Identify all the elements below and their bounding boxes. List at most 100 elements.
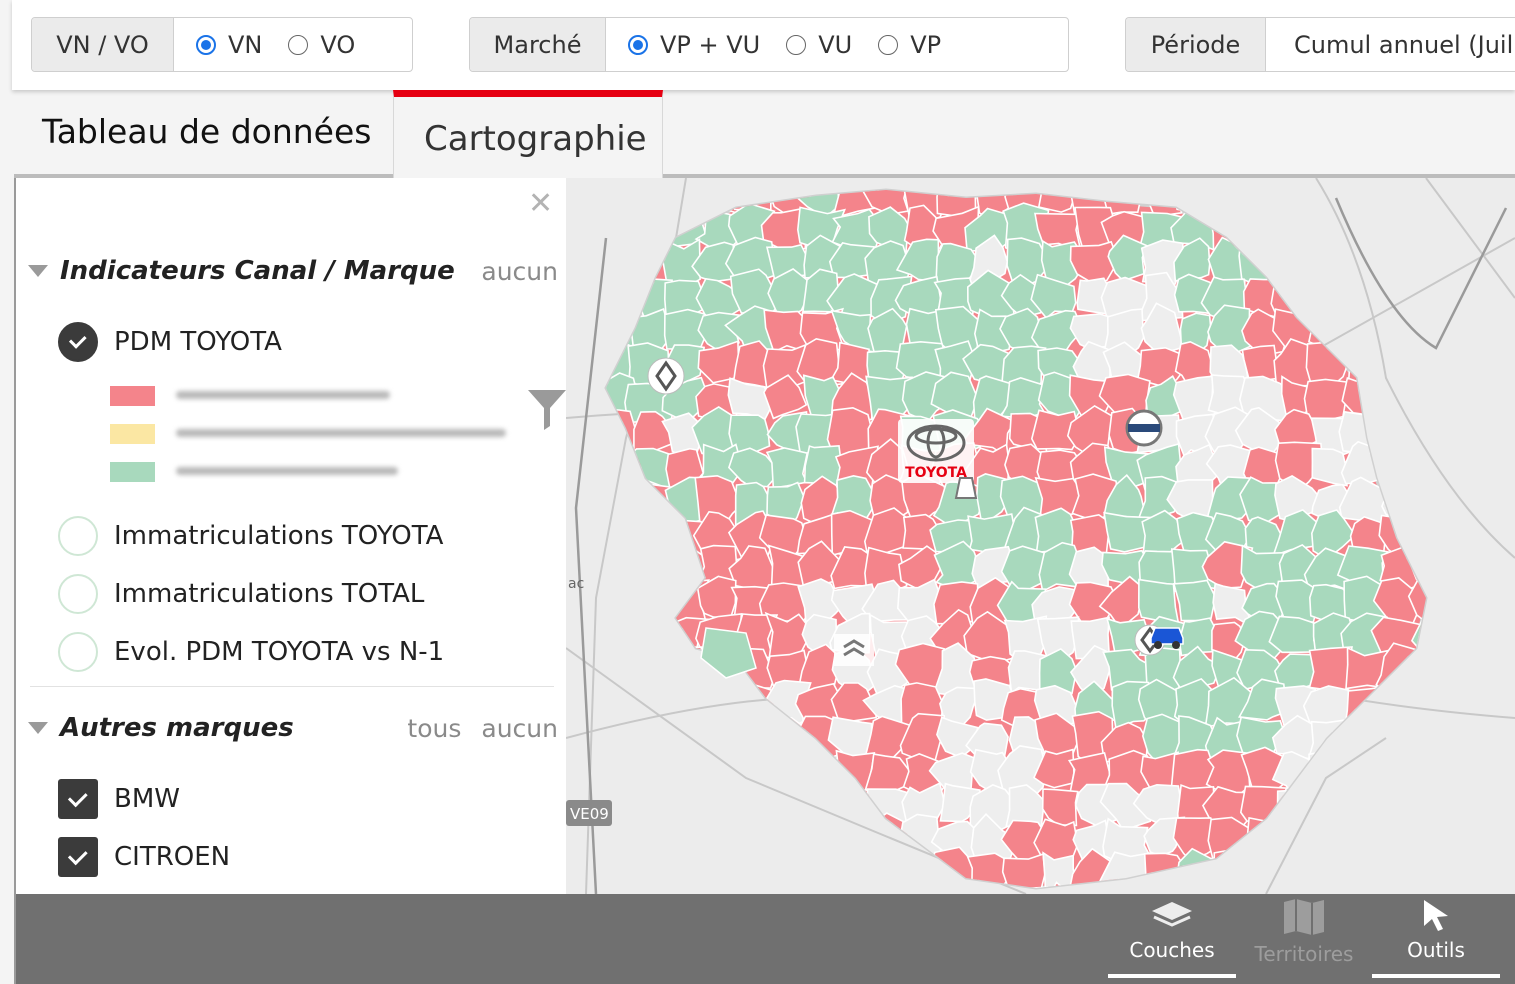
- radio-unchecked-icon[interactable]: [58, 574, 98, 614]
- map-view[interactable]: ac VE09 TOYOTA: [566, 178, 1515, 894]
- map-commune[interactable]: [833, 857, 879, 894]
- map-commune[interactable]: [602, 478, 643, 530]
- map-commune[interactable]: [797, 578, 843, 628]
- radio-checked-icon[interactable]: [58, 322, 98, 362]
- map-commune[interactable]: [1441, 745, 1490, 796]
- map-commune[interactable]: [592, 582, 642, 625]
- map-commune[interactable]: [1036, 616, 1080, 666]
- map-commune[interactable]: [590, 752, 635, 792]
- map-commune[interactable]: [1476, 851, 1515, 894]
- map-commune[interactable]: [1441, 721, 1490, 764]
- map-commune[interactable]: [1201, 540, 1254, 590]
- map-commune[interactable]: [1442, 854, 1495, 894]
- map-commune[interactable]: [1172, 645, 1222, 691]
- map-commune[interactable]: [1311, 447, 1348, 487]
- map-commune[interactable]: [1415, 782, 1453, 836]
- map-commune[interactable]: [1404, 510, 1457, 564]
- map-commune[interactable]: [1477, 508, 1515, 556]
- map-commune[interactable]: [591, 178, 642, 219]
- map-commune[interactable]: [629, 509, 674, 559]
- map-commune[interactable]: [1342, 788, 1386, 833]
- map-commune[interactable]: [793, 848, 845, 894]
- map-commune[interactable]: [1171, 178, 1223, 214]
- collapse-triangle-icon[interactable]: [28, 265, 48, 277]
- map-commune[interactable]: [1338, 204, 1387, 250]
- checkbox-checked-icon[interactable]: [58, 837, 98, 877]
- map-commune[interactable]: [566, 715, 604, 761]
- map-commune[interactable]: [1409, 644, 1458, 692]
- outils-button[interactable]: Outils: [1372, 894, 1500, 978]
- map-commune[interactable]: [1445, 448, 1489, 489]
- map-commune[interactable]: [622, 576, 676, 632]
- radio-vn[interactable]: VN: [196, 31, 262, 59]
- map-commune[interactable]: [624, 178, 668, 223]
- map-commune[interactable]: [593, 541, 645, 595]
- map-commune[interactable]: [1343, 821, 1391, 869]
- map-commune[interactable]: [1474, 308, 1515, 351]
- map-commune[interactable]: [1411, 411, 1458, 459]
- map-commune[interactable]: [1379, 178, 1422, 223]
- volvo-marker-icon[interactable]: [1125, 409, 1163, 447]
- map-commune[interactable]: [1475, 747, 1515, 793]
- map-commune[interactable]: [566, 202, 611, 256]
- map-commune[interactable]: [1137, 578, 1180, 623]
- map-commune[interactable]: [665, 880, 710, 894]
- map-commune[interactable]: [1172, 579, 1217, 622]
- radio-vp[interactable]: VP: [878, 31, 941, 59]
- map-commune[interactable]: [1477, 645, 1515, 688]
- map-commune[interactable]: [1378, 372, 1418, 417]
- map-commune[interactable]: [1374, 787, 1426, 833]
- map-commune[interactable]: [1136, 346, 1189, 389]
- map-commune[interactable]: [762, 817, 806, 860]
- map-commune[interactable]: [1443, 416, 1493, 454]
- map-commune[interactable]: [627, 716, 676, 764]
- map-commune[interactable]: [1211, 621, 1247, 662]
- map-commune[interactable]: [1038, 647, 1078, 695]
- map-commune[interactable]: [1310, 509, 1357, 561]
- map-commune[interactable]: [728, 713, 782, 761]
- map-commune[interactable]: [566, 178, 610, 214]
- map-commune[interactable]: [1443, 308, 1491, 356]
- map-commune[interactable]: [625, 850, 672, 894]
- map-commune[interactable]: [1240, 816, 1292, 862]
- map-commune[interactable]: [1481, 724, 1515, 762]
- map-commune[interactable]: [864, 851, 911, 894]
- map-commune[interactable]: [1405, 277, 1452, 319]
- collapse-triangle-icon[interactable]: [28, 722, 48, 734]
- map-commune[interactable]: [627, 782, 680, 832]
- map-commune[interactable]: [1445, 580, 1490, 625]
- map-commune[interactable]: [1405, 817, 1452, 858]
- map-commune[interactable]: [1030, 409, 1081, 451]
- map-commune[interactable]: [1375, 442, 1423, 490]
- map-commune[interactable]: [727, 683, 776, 730]
- map-commune[interactable]: [1482, 611, 1515, 657]
- map-commune[interactable]: [1341, 376, 1389, 416]
- map-commune[interactable]: [869, 474, 910, 523]
- map-commune[interactable]: [830, 682, 877, 723]
- radio-unchecked-icon[interactable]: [58, 632, 98, 672]
- map-commune[interactable]: [1136, 271, 1184, 322]
- map-commune[interactable]: [1440, 339, 1485, 384]
- map-commune[interactable]: [1306, 789, 1357, 831]
- map-commune[interactable]: [1479, 381, 1515, 421]
- map-commune[interactable]: [1268, 615, 1322, 654]
- map-commune[interactable]: [1443, 178, 1494, 213]
- map-commune[interactable]: [1234, 205, 1290, 253]
- map-commune[interactable]: [1444, 515, 1494, 553]
- map-commune[interactable]: [1308, 646, 1353, 692]
- map-commune[interactable]: [697, 884, 747, 894]
- map-commune[interactable]: [1136, 475, 1184, 522]
- map-commune[interactable]: [1377, 853, 1424, 894]
- map-commune[interactable]: [1098, 575, 1145, 630]
- map-commune[interactable]: [795, 778, 847, 834]
- map-commune[interactable]: [1030, 309, 1084, 359]
- map-commune[interactable]: [1404, 238, 1455, 288]
- radio-vp-vu[interactable]: VP + VU: [628, 31, 760, 59]
- section-indicateurs-header[interactable]: Indicateurs Canal / Marque aucun: [28, 251, 558, 291]
- peugeot-marker-icon[interactable]: [954, 477, 978, 499]
- map-commune[interactable]: [622, 200, 675, 251]
- map-commune[interactable]: [1482, 343, 1515, 388]
- marques-aucun-link[interactable]: aucun: [481, 713, 558, 743]
- map-commune[interactable]: [1404, 849, 1455, 894]
- map-commune[interactable]: [1239, 850, 1280, 894]
